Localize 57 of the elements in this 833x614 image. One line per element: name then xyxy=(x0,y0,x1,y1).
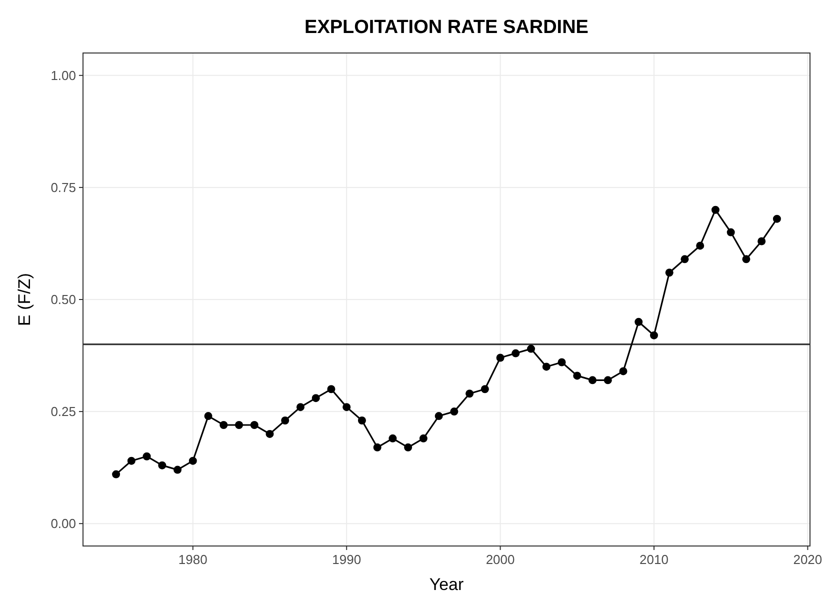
point xyxy=(742,255,750,264)
point xyxy=(680,255,689,264)
point xyxy=(112,470,120,478)
y-axis-title: E (F/Z) xyxy=(15,273,34,326)
point xyxy=(604,376,612,384)
point xyxy=(619,367,628,376)
x-axis-title: Year xyxy=(429,575,464,594)
point xyxy=(174,466,182,474)
point xyxy=(542,362,550,371)
point xyxy=(527,344,536,353)
y-tick-label: 0.75 xyxy=(50,180,76,196)
point xyxy=(188,456,197,465)
x-tick-label: 2020 xyxy=(793,552,822,567)
y-tick-label: 0.25 xyxy=(50,404,76,420)
point xyxy=(235,420,244,429)
point xyxy=(634,318,643,326)
x-tick-label: 2000 xyxy=(486,552,515,567)
x-tick-label: 1990 xyxy=(332,552,362,567)
point xyxy=(588,376,597,384)
point xyxy=(266,430,274,438)
point xyxy=(342,403,351,412)
point xyxy=(419,434,428,442)
y-tick-label: 1.00 xyxy=(50,68,76,83)
point xyxy=(573,372,582,380)
point xyxy=(480,385,489,394)
point xyxy=(450,408,458,416)
point xyxy=(158,461,166,470)
point xyxy=(726,228,735,236)
x-tick-label: 1980 xyxy=(178,552,208,567)
point xyxy=(220,420,228,429)
point xyxy=(358,416,366,425)
y-tick-label: 0.50 xyxy=(50,292,76,308)
point xyxy=(127,456,136,465)
point xyxy=(204,412,212,420)
point xyxy=(327,385,336,394)
point xyxy=(558,358,566,366)
point xyxy=(711,206,720,214)
point xyxy=(696,242,704,250)
point xyxy=(312,394,320,402)
point xyxy=(650,331,658,340)
point xyxy=(296,403,304,412)
point xyxy=(466,390,474,398)
point xyxy=(665,268,674,277)
point xyxy=(373,443,382,452)
point xyxy=(250,420,258,429)
point xyxy=(142,452,151,460)
y-tick-label: 0.00 xyxy=(50,516,76,532)
point xyxy=(758,237,766,246)
chart-title: EXPLOITATION RATE SARDINE xyxy=(304,17,588,38)
x-tick-label: 2010 xyxy=(640,552,668,567)
point xyxy=(496,354,504,362)
point xyxy=(281,416,290,425)
point xyxy=(388,434,397,442)
point xyxy=(512,349,520,358)
point xyxy=(404,443,412,452)
point xyxy=(772,214,781,223)
point xyxy=(434,412,443,420)
